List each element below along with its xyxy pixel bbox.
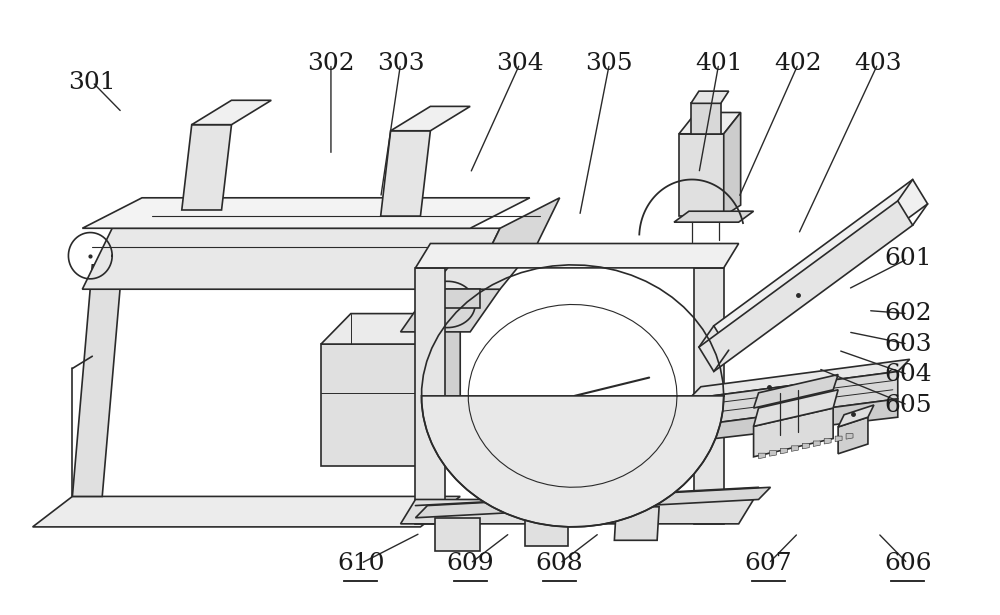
Polygon shape (714, 180, 928, 350)
Polygon shape (679, 134, 724, 216)
Polygon shape (321, 314, 460, 344)
Text: 609: 609 (446, 552, 494, 575)
Polygon shape (780, 448, 787, 454)
Polygon shape (824, 438, 831, 444)
Text: 604: 604 (884, 363, 932, 386)
Polygon shape (401, 289, 500, 332)
Polygon shape (689, 359, 910, 399)
Text: 304: 304 (496, 52, 544, 75)
Polygon shape (846, 434, 853, 439)
Polygon shape (470, 198, 560, 289)
Text: 606: 606 (884, 552, 932, 575)
Polygon shape (82, 228, 500, 289)
Text: 602: 602 (884, 302, 932, 325)
Polygon shape (689, 371, 898, 426)
Text: 605: 605 (884, 394, 932, 416)
Text: 301: 301 (69, 71, 116, 93)
Polygon shape (835, 436, 842, 442)
Polygon shape (791, 446, 798, 451)
Polygon shape (182, 125, 232, 210)
Polygon shape (679, 113, 741, 134)
Polygon shape (759, 453, 766, 459)
Text: 403: 403 (854, 52, 902, 75)
Polygon shape (430, 265, 520, 289)
Polygon shape (415, 268, 445, 524)
Polygon shape (33, 496, 460, 527)
Polygon shape (813, 441, 820, 446)
Polygon shape (415, 244, 739, 268)
Polygon shape (838, 405, 874, 427)
Text: 302: 302 (307, 52, 355, 75)
Polygon shape (769, 451, 776, 456)
Polygon shape (435, 518, 480, 551)
Polygon shape (724, 113, 741, 216)
Polygon shape (192, 100, 271, 125)
Text: 608: 608 (536, 552, 583, 575)
Polygon shape (699, 201, 913, 371)
Text: 402: 402 (775, 52, 822, 75)
Polygon shape (401, 499, 754, 524)
Text: 610: 610 (337, 552, 385, 575)
Polygon shape (802, 443, 809, 449)
Polygon shape (691, 103, 721, 134)
Text: 305: 305 (586, 52, 633, 75)
Polygon shape (689, 399, 898, 442)
Text: 303: 303 (377, 52, 424, 75)
Text: 607: 607 (745, 552, 792, 575)
Polygon shape (381, 131, 430, 216)
Polygon shape (525, 513, 568, 546)
Text: 603: 603 (884, 333, 932, 355)
Polygon shape (415, 487, 770, 518)
Polygon shape (391, 106, 470, 131)
Polygon shape (321, 344, 430, 466)
Polygon shape (614, 507, 659, 541)
Polygon shape (430, 314, 460, 466)
Text: 401: 401 (695, 52, 743, 75)
Text: 601: 601 (884, 247, 931, 270)
Polygon shape (691, 91, 729, 103)
Polygon shape (674, 211, 754, 222)
Polygon shape (694, 268, 724, 524)
Polygon shape (421, 396, 724, 527)
Polygon shape (440, 289, 480, 308)
Polygon shape (754, 375, 838, 408)
Polygon shape (754, 408, 833, 457)
Polygon shape (754, 390, 838, 426)
Polygon shape (72, 265, 122, 496)
Polygon shape (82, 198, 530, 228)
Polygon shape (838, 417, 868, 454)
